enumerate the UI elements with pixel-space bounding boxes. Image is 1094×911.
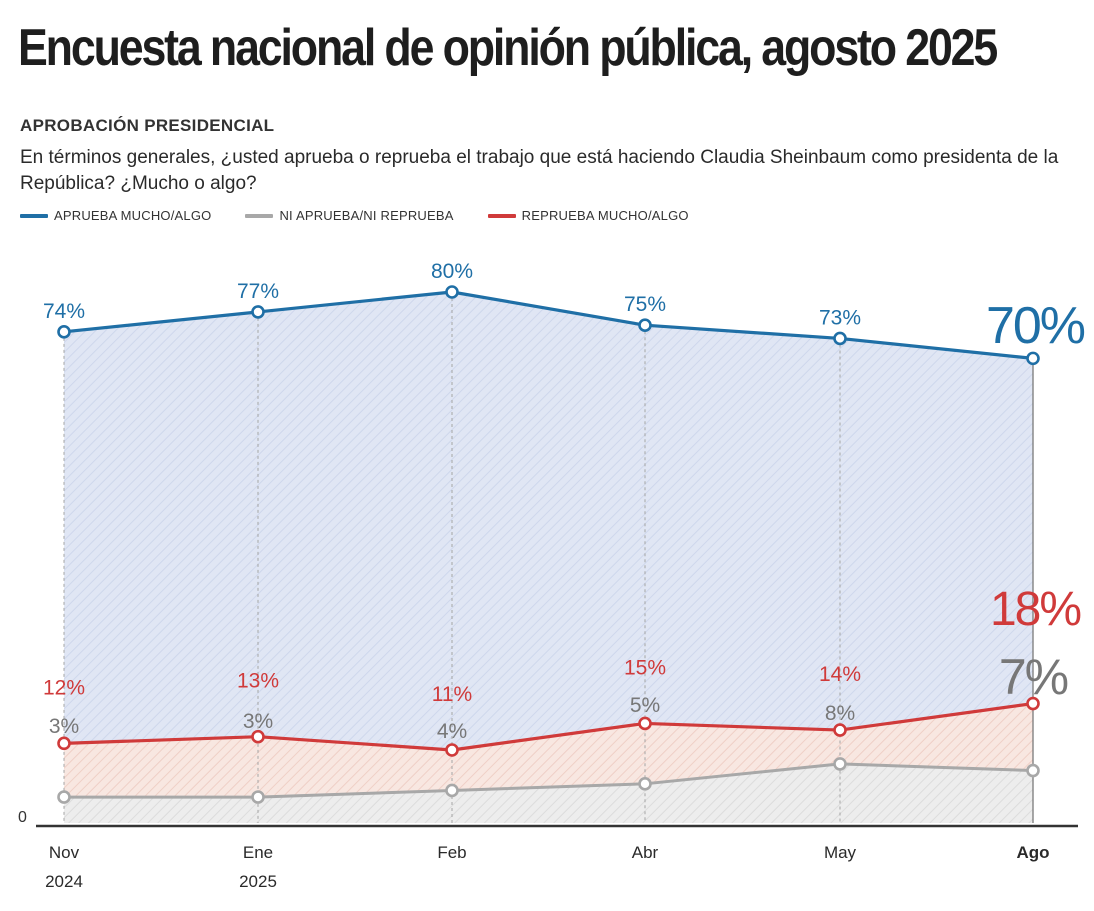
survey-question: En términos generales, ¿usted aprueba o … — [20, 147, 1059, 194]
series-line-aprueba — [63, 290, 1034, 360]
data-label-ni: 8% — [825, 702, 855, 725]
legend-label-aprueba: APRUEBA MUCHO/ALGO — [54, 208, 212, 223]
legend-swatch-aprueba — [20, 213, 48, 218]
data-label-reprueba: 13% — [237, 670, 279, 693]
point-marker-aprueba — [638, 318, 652, 332]
x-tick-label: Ene — [243, 843, 273, 862]
data-label-aprueba: 75% — [624, 293, 666, 316]
legend-swatch-ni — [245, 213, 274, 218]
data-label-aprueba: 70% — [986, 297, 1085, 355]
x-tick-label-year: 2024 — [45, 872, 83, 891]
data-label-reprueba: 18% — [990, 583, 1080, 636]
point-marker-aprueba — [833, 331, 847, 346]
legend-swatch-reprueba — [487, 213, 516, 218]
section-heading: APROBACIÓN PRESIDENCIAL — [20, 116, 275, 135]
point-marker-ni — [57, 790, 71, 804]
legend-item-reprueba: REPRUEBA MUCHO/ALGO — [487, 208, 689, 223]
legend-label-reprueba: REPRUEBA MUCHO/ALGO — [521, 208, 689, 223]
data-label-reprueba: 11% — [432, 683, 472, 706]
point-marker-aprueba — [445, 285, 459, 299]
data-label-aprueba: 74% — [43, 300, 85, 323]
point-marker-aprueba — [251, 305, 265, 319]
area-ni — [64, 763, 1033, 823]
point-marker-ni — [445, 783, 459, 798]
point-marker-ni — [638, 777, 652, 791]
data-label-ni: 4% — [437, 720, 467, 743]
data-label-aprueba: 73% — [819, 306, 861, 329]
series-line-ni — [64, 762, 1034, 799]
point-marker-reprueba — [57, 736, 71, 751]
point-marker-reprueba — [251, 729, 265, 744]
series-line-reprueba — [63, 701, 1034, 752]
x-tick-label: Feb — [437, 843, 466, 862]
x-tick-label: Nov — [49, 843, 80, 862]
page-title: Encuesta nacional de opinión pública, ag… — [18, 19, 998, 77]
data-label-aprueba: 77% — [237, 280, 279, 303]
point-marker-aprueba — [1026, 351, 1040, 366]
data-label-reprueba: 15% — [624, 656, 666, 679]
x-tick-label: Abr — [632, 843, 659, 862]
x-tick-label: May — [824, 843, 857, 862]
data-label-ni: 7% — [999, 649, 1068, 705]
legend: APRUEBA MUCHO/ALGO NI APRUEBA/NI REPRUEB… — [20, 208, 689, 223]
point-marker-reprueba — [1026, 696, 1040, 711]
x-tick-label-year: 2025 — [239, 872, 277, 891]
legend-item-ni: NI APRUEBA/NI REPRUEBA — [245, 208, 453, 223]
data-label-ni: 5% — [630, 694, 660, 717]
point-marker-aprueba — [57, 325, 71, 339]
point-marker-ni — [251, 790, 265, 804]
y-tick-label: 0 — [18, 809, 27, 826]
data-label-ni: 3% — [49, 715, 79, 738]
data-label-aprueba: 80% — [431, 260, 473, 283]
point-marker-ni — [1026, 763, 1040, 778]
point-marker-ni — [833, 757, 847, 771]
data-label-reprueba: 14% — [819, 663, 861, 686]
point-marker-reprueba — [638, 716, 652, 731]
x-tick-label: Ago — [1016, 843, 1049, 862]
data-label-reprueba: 12% — [43, 676, 85, 699]
area-reprueba — [64, 703, 1033, 798]
point-marker-reprueba — [833, 723, 847, 737]
data-label-ni: 3% — [243, 710, 273, 733]
legend-label-ni: NI APRUEBA/NI REPRUEBA — [279, 208, 454, 223]
point-marker-reprueba — [445, 743, 459, 757]
area-aprueba — [64, 292, 1033, 750]
legend-item-aprueba: APRUEBA MUCHO/ALGO — [20, 208, 211, 223]
